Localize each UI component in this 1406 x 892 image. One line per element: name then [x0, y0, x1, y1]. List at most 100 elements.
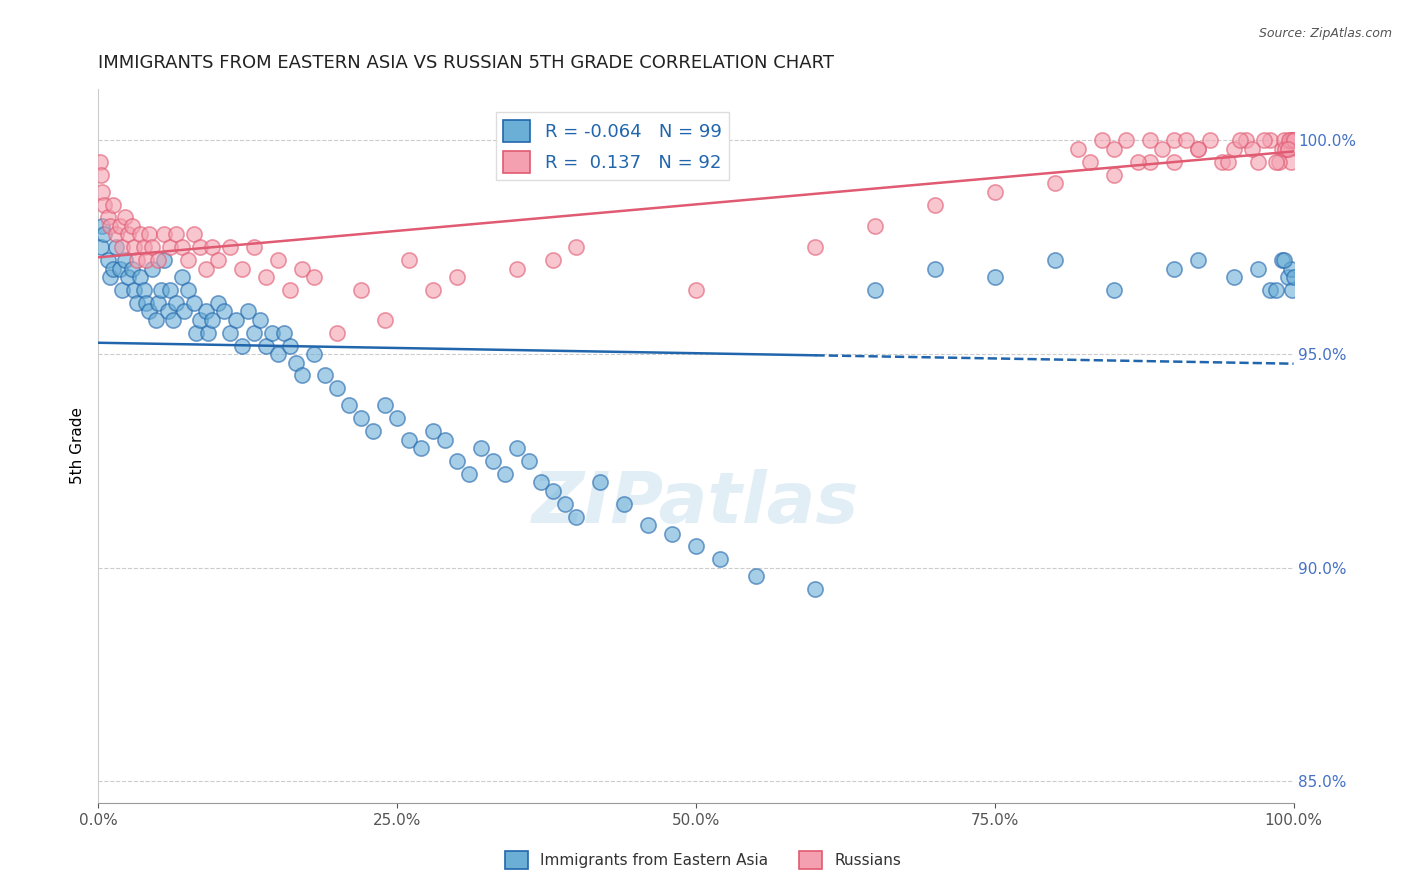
Point [1271, 253, 1294, 268]
Point [201, 240, 224, 254]
Point [1246, 261, 1268, 276]
Point [201, 313, 224, 327]
Point [278, 338, 301, 352]
Point [1080, 154, 1102, 169]
Point [422, 424, 444, 438]
Point [1240, 142, 1263, 156]
Point [984, 270, 1007, 285]
Point [183, 227, 205, 242]
Point [1281, 283, 1303, 297]
Point [138, 304, 160, 318]
Point [117, 270, 139, 285]
Point [231, 261, 253, 276]
Point [121, 219, 143, 233]
Point [554, 497, 576, 511]
Point [129, 270, 152, 285]
Point [1187, 142, 1209, 156]
Point [135, 253, 157, 268]
Point [273, 326, 295, 340]
Point [172, 270, 194, 285]
Point [114, 253, 136, 268]
Point [398, 433, 420, 447]
Point [1279, 261, 1302, 276]
Point [260, 326, 283, 340]
Point [90, 240, 112, 254]
Point [125, 296, 148, 310]
Point [339, 398, 360, 412]
Point [111, 240, 134, 254]
Point [411, 441, 433, 455]
Point [212, 304, 235, 318]
Point [207, 253, 229, 268]
Point [506, 441, 529, 455]
Point [129, 227, 152, 242]
Point [93, 197, 115, 211]
Point [302, 270, 325, 285]
Point [108, 261, 131, 276]
Point [254, 270, 277, 285]
Point [1282, 270, 1305, 285]
Point [350, 283, 373, 297]
Point [1282, 133, 1305, 147]
Point [374, 313, 396, 327]
Point [1246, 154, 1268, 169]
Point [457, 467, 479, 481]
Point [194, 304, 218, 318]
Point [101, 261, 124, 276]
Point [105, 227, 128, 242]
Point [804, 240, 827, 254]
Point [1211, 154, 1233, 169]
Point [219, 240, 242, 254]
Point [219, 326, 242, 340]
Point [1102, 283, 1125, 297]
Point [91, 185, 114, 199]
Point [984, 185, 1007, 199]
Point [685, 283, 707, 297]
Point [132, 283, 155, 297]
Point [148, 296, 170, 310]
Point [470, 441, 492, 455]
Point [1271, 142, 1294, 156]
Point [243, 326, 266, 340]
Point [177, 253, 200, 268]
Point [97, 253, 120, 268]
Point [194, 261, 218, 276]
Point [685, 540, 707, 554]
Point [165, 227, 187, 242]
Point [114, 211, 136, 225]
Point [1102, 142, 1125, 156]
Point [121, 261, 143, 276]
Point [1272, 253, 1295, 268]
Y-axis label: 5th Grade: 5th Grade [69, 408, 84, 484]
Point [267, 253, 290, 268]
Point [141, 261, 163, 276]
Point [165, 296, 187, 310]
Point [148, 253, 170, 268]
Text: IMMIGRANTS FROM EASTERN ASIA VS RUSSIAN 5TH GRADE CORRELATION CHART: IMMIGRANTS FROM EASTERN ASIA VS RUSSIAN … [98, 54, 834, 72]
Point [422, 283, 444, 297]
Point [1091, 133, 1114, 147]
Point [1268, 154, 1291, 169]
Point [138, 227, 160, 242]
Point [745, 569, 768, 583]
Point [149, 283, 172, 297]
Point [326, 326, 349, 340]
Point [446, 454, 468, 468]
Point [1198, 133, 1220, 147]
Point [924, 261, 946, 276]
Point [278, 283, 301, 297]
Point [1115, 133, 1137, 147]
Point [1274, 142, 1296, 156]
Text: ZIPatlas: ZIPatlas [533, 468, 859, 538]
Point [124, 240, 146, 254]
Point [1253, 133, 1275, 147]
Point [111, 283, 134, 297]
Point [89, 154, 111, 169]
Point [1163, 133, 1185, 147]
Point [153, 227, 176, 242]
Point [494, 467, 516, 481]
Point [98, 270, 122, 285]
Point [108, 219, 131, 233]
Point [613, 497, 636, 511]
Point [363, 424, 385, 438]
